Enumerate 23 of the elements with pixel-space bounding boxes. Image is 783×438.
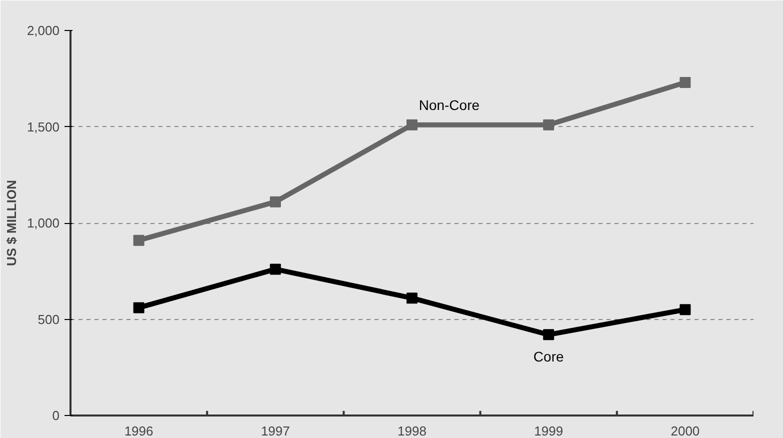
x-tick-label: 2000 — [670, 424, 700, 438]
point — [543, 119, 554, 130]
point — [680, 76, 691, 88]
series-label: Non-Core — [418, 96, 480, 113]
point — [406, 119, 418, 130]
point — [270, 264, 281, 275]
y-axis-title: US $ MILLION — [4, 180, 19, 266]
x-tick-label: 1999 — [534, 424, 564, 438]
x-tick-label: 1996 — [124, 424, 154, 438]
point — [270, 196, 281, 208]
point — [406, 292, 418, 304]
y-tick-label: 500 — [38, 312, 60, 327]
point — [133, 302, 144, 314]
point — [133, 234, 144, 246]
x-tick-label: 1998 — [398, 424, 426, 438]
x-tick-label: 1997 — [260, 424, 290, 438]
point — [543, 329, 554, 340]
series-label: Core — [533, 348, 564, 365]
y-tick-label: 0 — [52, 408, 60, 423]
y-tick-label: 1,500 — [26, 119, 60, 134]
y-tick-label: 1,000 — [26, 216, 60, 230]
y-tick-label: 2,000 — [26, 23, 60, 38]
point — [680, 304, 691, 316]
